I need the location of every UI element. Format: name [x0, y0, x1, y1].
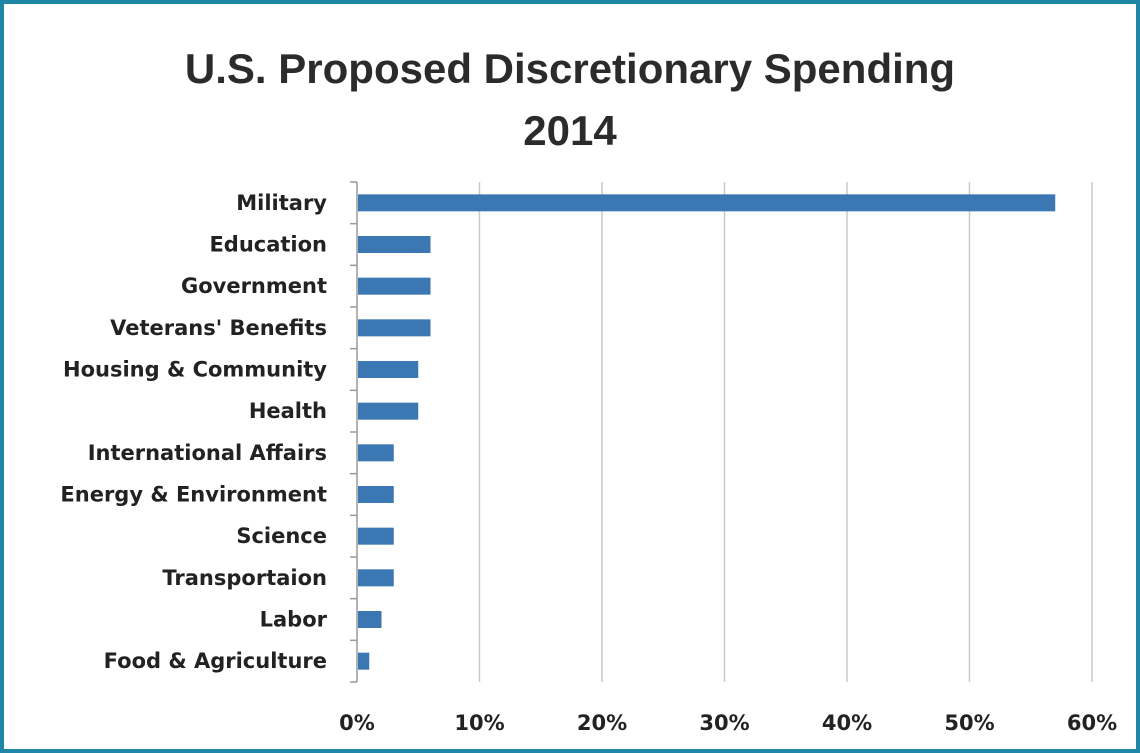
bar-1	[358, 194, 1056, 212]
bar-5	[358, 361, 419, 378]
bar-8	[358, 486, 394, 503]
bar-11	[358, 611, 382, 628]
category-label: Food & Agriculture	[104, 649, 327, 673]
x-tick-label: 10%	[454, 711, 504, 735]
category-label: Education	[209, 233, 327, 257]
category-label: Transportaion	[162, 566, 327, 590]
bar-10	[358, 569, 394, 587]
category-label: Science	[236, 524, 327, 548]
category-label: Veterans' Benefits	[110, 316, 327, 340]
chart-subtitle: 2014	[523, 107, 617, 154]
x-tick-label: 60%	[1067, 711, 1117, 735]
category-label: International Affairs	[88, 441, 327, 465]
x-tick-label: 40%	[822, 711, 872, 735]
category-label: Health	[249, 399, 327, 423]
bar-12	[358, 652, 370, 670]
category-label: Government	[181, 274, 327, 298]
category-label: Housing & Community	[63, 358, 327, 382]
bar-3	[358, 277, 431, 295]
category-label: Military	[236, 191, 327, 215]
bar-7	[358, 444, 394, 462]
x-tick-label: 20%	[577, 711, 627, 735]
chart-title-block: U.S. Proposed Discretionary Spending 201…	[4, 38, 1136, 162]
chart-title: U.S. Proposed Discretionary Spending	[184, 45, 956, 92]
category-label: Energy & Environment	[60, 483, 327, 507]
x-tick-label: 30%	[699, 711, 749, 735]
bar-9	[358, 527, 394, 545]
bar-4	[358, 319, 431, 337]
x-tick-label: 50%	[944, 711, 994, 735]
bar-6	[358, 402, 419, 420]
bar-2	[358, 236, 431, 253]
category-label: Labor	[260, 608, 328, 632]
x-tick-label: 0%	[339, 711, 375, 735]
